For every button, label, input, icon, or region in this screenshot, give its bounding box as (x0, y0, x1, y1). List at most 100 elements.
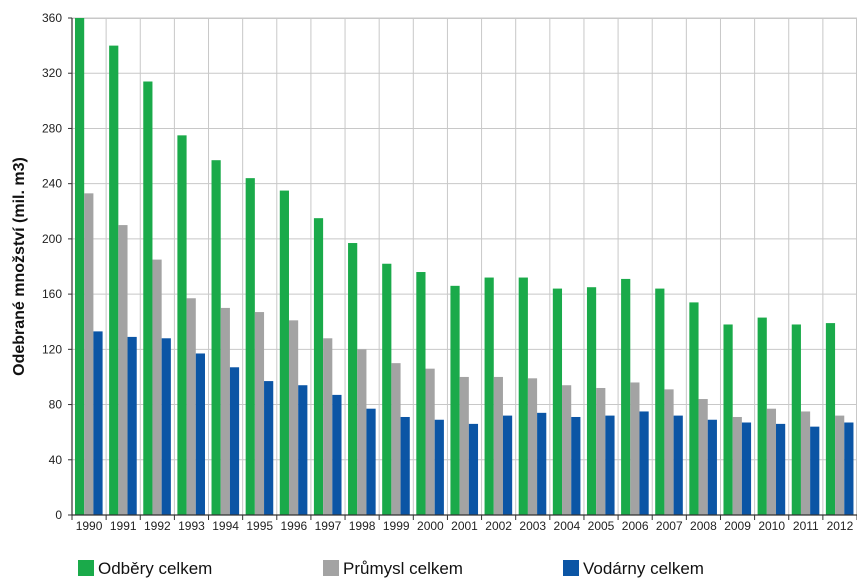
x-tick-label: 1996 (280, 519, 307, 533)
bar-průmysl-celkem-1990 (84, 193, 94, 515)
y-tick-label: 240 (42, 177, 62, 191)
bar-průmysl-celkem-2001 (459, 376, 469, 515)
bar-průmysl-celkem-2004 (562, 385, 572, 515)
bar-odběry-celkem-2010 (757, 317, 767, 515)
bar-vodárny-celkem-1991 (127, 336, 137, 515)
bar-vodárny-celkem-1994 (229, 367, 240, 515)
x-tick-label: 1997 (315, 519, 342, 533)
bar-vodárny-celkem-1998 (366, 408, 376, 515)
bar-vodárny-celkem-1996 (298, 385, 308, 515)
y-tick-label: 80 (49, 398, 63, 412)
bar-vodárny-celkem-1995 (264, 381, 274, 515)
bar-průmysl-celkem-1999 (391, 363, 401, 515)
bar-odběry-celkem-2007 (655, 288, 665, 515)
bar-vodárny-celkem-2000 (434, 419, 444, 515)
bar-odběry-celkem-2012 (825, 323, 836, 515)
y-tick-label: 360 (42, 11, 62, 25)
bar-odběry-celkem-1995 (245, 178, 255, 515)
legend-label: Průmysl celkem (343, 559, 463, 578)
x-tick-label: 2009 (724, 519, 751, 533)
bar-odběry-celkem-1991 (109, 45, 119, 515)
bar-odběry-celkem-2003 (518, 277, 528, 515)
bar-průmysl-celkem-1995 (254, 312, 265, 515)
bar-vodárny-celkem-1992 (161, 338, 171, 515)
x-tick-label: 2008 (690, 519, 717, 533)
bar-odběry-celkem-1996 (279, 190, 289, 515)
bar-průmysl-celkem-1992 (152, 259, 162, 515)
bar-odběry-celkem-2009 (723, 324, 733, 515)
bar-odběry-celkem-1994 (211, 160, 221, 516)
bar-odběry-celkem-2008 (689, 302, 699, 515)
bar-průmysl-celkem-2012 (835, 415, 845, 515)
y-axis-label: Odebrané množství (mil. m3) (11, 157, 28, 376)
bar-průmysl-celkem-2005 (596, 387, 606, 515)
bar-průmysl-celkem-2007 (664, 389, 674, 515)
x-tick-label: 2012 (827, 519, 854, 533)
x-tick-label: 2000 (417, 519, 444, 533)
bar-odběry-celkem-1999 (382, 263, 392, 515)
x-tick-label: 1990 (76, 519, 103, 533)
axes (68, 17, 857, 520)
bar-odběry-celkem-2001 (450, 285, 460, 515)
bar-průmysl-celkem-2002 (493, 376, 503, 515)
bar-vodárny-celkem-2006 (639, 411, 649, 515)
y-tick-label: 280 (42, 121, 62, 135)
bar-odběry-celkem-1993 (177, 135, 187, 515)
y-tick-label: 120 (42, 342, 62, 356)
bar-odběry-celkem-2006 (621, 278, 631, 515)
y-tick-label: 40 (49, 453, 63, 467)
bar-průmysl-celkem-2000 (425, 368, 435, 515)
bar-odběry-celkem-1992 (143, 81, 153, 515)
y-tick-label: 320 (42, 66, 62, 80)
bars (75, 18, 854, 516)
bar-průmysl-celkem-1993 (186, 298, 196, 515)
bar-vodárny-celkem-2010 (776, 423, 786, 515)
x-tick-label: 1999 (383, 519, 410, 533)
bar-vodárny-celkem-1997 (332, 394, 342, 515)
x-tick-label: 2005 (588, 519, 615, 533)
bar-vodárny-celkem-2012 (844, 422, 854, 515)
bar-odběry-celkem-2004 (552, 288, 563, 515)
legend: Odběry celkem Průmysl celkem Vodárny celke… (78, 559, 704, 578)
bar-vodárny-celkem-2009 (741, 422, 752, 515)
y-tick-label: 200 (42, 232, 62, 246)
x-tick-label: 1995 (246, 519, 273, 533)
legend-item-průmysl-celkem: Průmysl celkem (323, 559, 463, 578)
bar-průmysl-celkem-2006 (630, 382, 640, 515)
bar-vodárny-celkem-1999 (400, 416, 410, 515)
bar-vodárny-celkem-1993 (195, 353, 205, 515)
x-tick-label: 1992 (144, 519, 171, 533)
bar-průmysl-celkem-2003 (527, 378, 538, 515)
bar-průmysl-celkem-2009 (732, 416, 742, 515)
grid (72, 17, 857, 515)
bar-průmysl-celkem-2008 (698, 399, 708, 515)
legend-item-vodárny-celkem: Vodárny celkem (563, 559, 704, 578)
bar-vodárny-celkem-2005 (605, 415, 615, 515)
x-tick-label: 1994 (212, 519, 239, 533)
legend-swatch (323, 560, 339, 576)
x-tick-label: 1991 (110, 519, 137, 533)
bar-průmysl-celkem-1998 (357, 349, 367, 515)
y-tick-label: 160 (42, 287, 62, 301)
x-tick-label: 2003 (519, 519, 546, 533)
y-tick-labels: 0 40 80 120 160 200 240 280 320 360 (42, 11, 62, 522)
bar-vodárny-celkem-2004 (571, 416, 581, 515)
x-tick-label: 2011 (793, 519, 819, 533)
legend-item-odběry-celkem: Odběry celkem (78, 559, 212, 578)
bar-odběry-celkem-1998 (348, 243, 358, 515)
x-tick-label: 2004 (554, 519, 581, 533)
bar-odběry-celkem-1990 (75, 18, 85, 515)
bar-odběry-celkem-2005 (586, 287, 597, 515)
bar-odběry-celkem-2000 (416, 272, 426, 515)
legend-label: Vodárny celkem (583, 559, 704, 578)
legend-swatch (78, 560, 94, 576)
x-tick-label: 2001 (451, 519, 478, 533)
x-tick-label: 2002 (485, 519, 512, 533)
bar-průmysl-celkem-1994 (220, 307, 230, 515)
bar-vodárny-celkem-2003 (537, 412, 547, 515)
x-tick-label: 1998 (349, 519, 376, 533)
y-tick-label: 0 (55, 508, 62, 522)
bar-vodárny-celkem-2007 (673, 415, 683, 515)
bar-průmysl-celkem-2010 (766, 408, 777, 515)
x-tick-label: 2010 (758, 519, 785, 533)
